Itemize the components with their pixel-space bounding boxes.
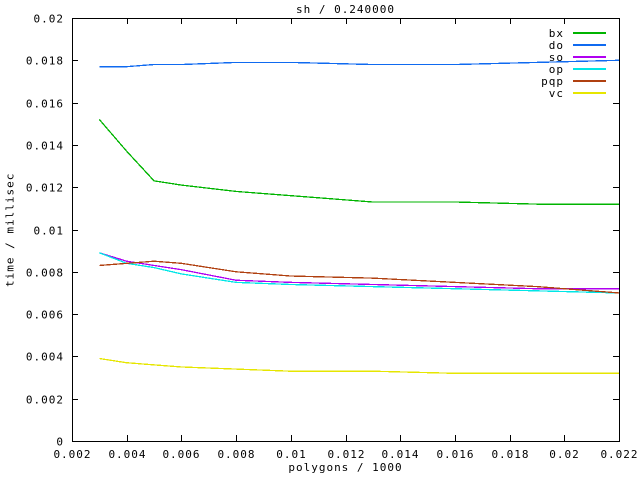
legend-item-vc: vc bbox=[541, 86, 606, 100]
x-tick-label: 0.006 bbox=[162, 448, 201, 461]
y-tick-label: 0.02 bbox=[33, 12, 64, 25]
legend-label-so: so bbox=[548, 50, 564, 64]
y-tick-label: 0.008 bbox=[25, 266, 64, 279]
y-tick-label: 0.018 bbox=[25, 54, 64, 67]
legend-item-so: so bbox=[541, 50, 606, 64]
legend-label-pqp: pqp bbox=[541, 74, 564, 88]
legend-item-bx: bx bbox=[541, 26, 606, 40]
y-tick-label: 0.012 bbox=[25, 181, 64, 194]
legend-item-op: op bbox=[541, 62, 606, 76]
series-line-op bbox=[99, 252, 620, 294]
series-line-bx bbox=[98, 119, 619, 205]
legend-label-do: do bbox=[548, 38, 564, 52]
x-tick-label: 0.016 bbox=[436, 448, 475, 461]
legend-label-bx: bx bbox=[548, 26, 564, 40]
legend-line-sample-op bbox=[573, 68, 606, 70]
legend-line-sample-pqp bbox=[573, 80, 606, 82]
legend-line-sample-so bbox=[573, 56, 606, 58]
y-tick-label: 0 bbox=[56, 435, 64, 448]
series-line-do bbox=[99, 59, 620, 68]
plot-border bbox=[72, 18, 620, 442]
x-tick-label: 0.002 bbox=[53, 448, 92, 461]
x-tick-label: 0.02 bbox=[549, 448, 580, 461]
legend-label-op: op bbox=[548, 62, 564, 76]
y-tick-label: 0.006 bbox=[25, 308, 64, 321]
x-axis-title: polygons / 1000 bbox=[288, 461, 403, 474]
x-tick-label: 0.012 bbox=[327, 448, 366, 461]
y-tick-label: 0.002 bbox=[25, 393, 64, 406]
x-tick-label: 0.014 bbox=[381, 448, 420, 461]
x-tick-label: 0.022 bbox=[600, 448, 639, 461]
x-tick-label: 0.004 bbox=[108, 448, 147, 461]
y-tick-label: 0.01 bbox=[33, 224, 64, 237]
legend-item-pqp: pqp bbox=[541, 74, 606, 88]
legend-line-sample-bx bbox=[573, 32, 606, 34]
legend-item-do: do bbox=[541, 38, 606, 52]
legend-line-sample-do bbox=[573, 44, 606, 46]
y-axis-title: time / millisec bbox=[3, 172, 17, 287]
series-line-pqp bbox=[99, 260, 620, 294]
x-tick-label: 0.018 bbox=[491, 448, 530, 461]
x-tick-label: 0.01 bbox=[276, 448, 307, 461]
chart-title: sh / 0.240000 bbox=[295, 3, 396, 16]
series-line-vc bbox=[99, 357, 619, 374]
y-tick-label: 0.004 bbox=[25, 350, 64, 363]
legend-line-sample-vc bbox=[573, 92, 606, 94]
x-tick-label: 0.008 bbox=[217, 448, 256, 461]
y-tick-label: 0.016 bbox=[25, 97, 64, 110]
legend-label-vc: vc bbox=[548, 86, 564, 100]
series-line-so bbox=[99, 252, 619, 290]
legend: bx do so op pqp vc bbox=[541, 26, 606, 100]
y-tick-label: 0.014 bbox=[25, 139, 64, 152]
